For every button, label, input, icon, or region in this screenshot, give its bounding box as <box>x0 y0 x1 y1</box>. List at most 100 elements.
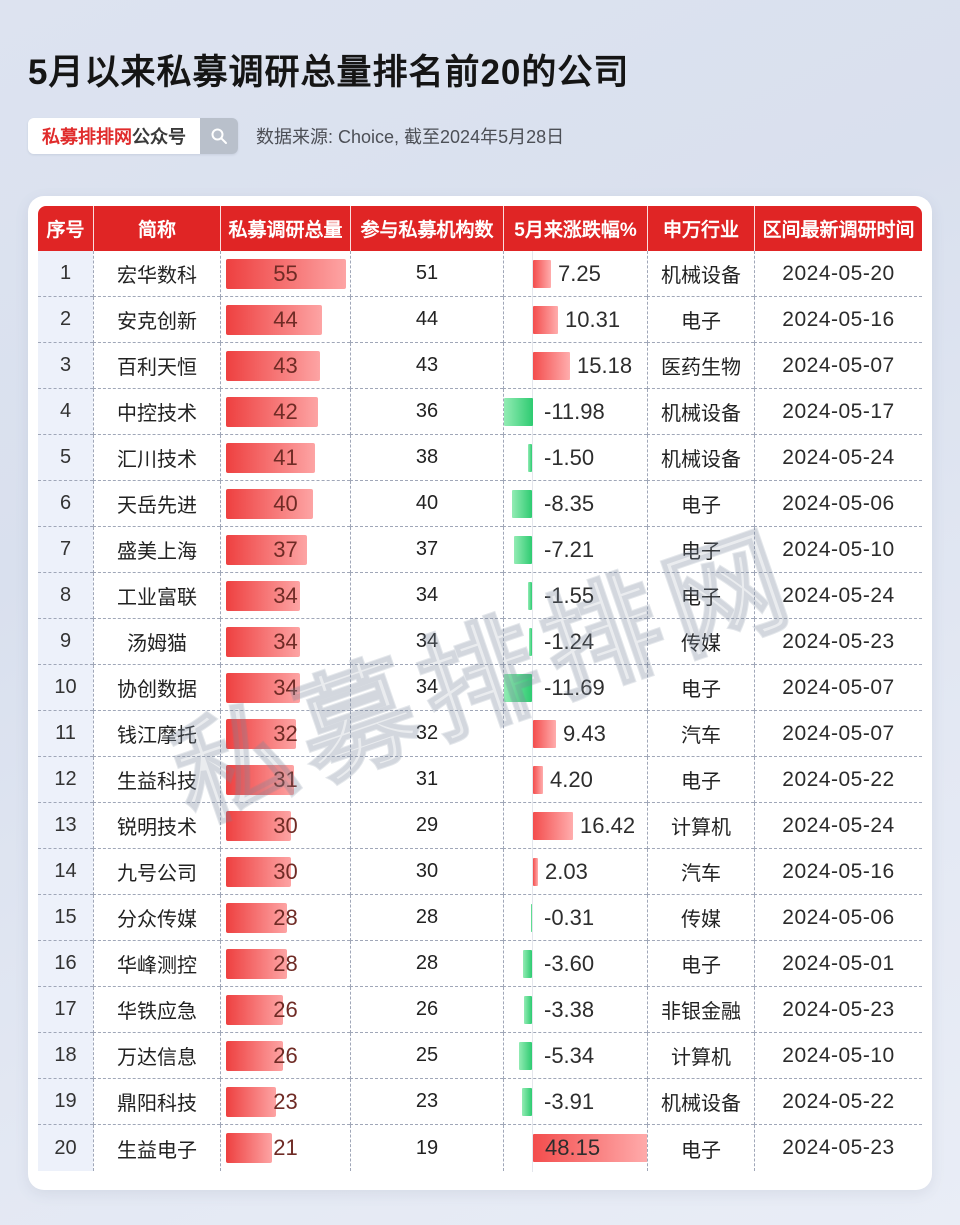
company-name-cell: 九号公司 <box>93 849 220 895</box>
org-count-cell: 29 <box>350 803 503 849</box>
pct-change-cell: 48.15 <box>503 1125 650 1172</box>
rank-cell: 15 <box>38 895 93 941</box>
research-volume-value: 28 <box>273 950 298 976</box>
latest-research-date-cell: 2024-05-22 <box>754 757 922 803</box>
company-name-cell: 生益科技 <box>93 757 220 803</box>
rank-cell: 2 <box>38 297 93 343</box>
pct-change-value: 7.25 <box>558 260 601 286</box>
org-count-cell: 31 <box>350 757 503 803</box>
rank-cell: 8 <box>38 573 93 619</box>
table-row: 10 协创数据 34 34 -11.69 电子 2024-05-07 <box>38 665 922 711</box>
industry-cell: 电子 <box>647 527 754 573</box>
company-name-cell: 中控技术 <box>93 389 220 435</box>
research-volume-cell: 37 <box>220 527 350 573</box>
org-count-cell: 32 <box>350 711 503 757</box>
pct-zero-axis <box>532 895 533 941</box>
research-volume-bar <box>226 995 283 1025</box>
research-volume-bar <box>226 765 294 795</box>
rank-cell: 19 <box>38 1079 93 1125</box>
column-header-4: 5月来涨跌幅% <box>503 206 647 251</box>
rank-cell: 7 <box>38 527 93 573</box>
pct-bar-negative <box>519 1042 532 1070</box>
pct-bar-negative <box>504 398 533 426</box>
industry-cell: 电子 <box>647 757 754 803</box>
pct-change-value: 4.20 <box>550 766 593 792</box>
table-body: 1 宏华数科 55 51 7.25 机械设备 2024-05-20 2 安克创新 44 44 10.3… <box>38 251 922 1172</box>
column-header-2: 私募调研总量 <box>220 206 350 251</box>
research-volume-bar <box>226 351 320 381</box>
search-icon <box>210 127 228 145</box>
pct-bar-negative <box>531 904 532 932</box>
column-header-0: 序号 <box>38 206 93 251</box>
research-volume-bar <box>226 581 300 611</box>
table-row: 18 万达信息 26 25 -5.34 计算机 2024-05-10 <box>38 1033 922 1079</box>
org-count-cell: 34 <box>350 619 503 665</box>
pct-change-value: -11.69 <box>544 674 605 700</box>
latest-research-date-cell: 2024-05-07 <box>754 665 922 711</box>
pct-bar-positive <box>533 766 543 794</box>
column-header-6: 区间最新调研时间 <box>754 206 922 251</box>
research-volume-value: 32 <box>273 720 298 746</box>
pct-change-cell: -11.98 <box>503 389 647 435</box>
research-volume-value: 23 <box>273 1088 298 1114</box>
pct-zero-axis <box>532 481 533 527</box>
table-row: 15 分众传媒 28 28 -0.31 传媒 2024-05-06 <box>38 895 922 941</box>
org-count-cell: 34 <box>350 665 503 711</box>
pct-bar-positive <box>533 720 556 748</box>
rank-cell: 6 <box>38 481 93 527</box>
rank-cell: 18 <box>38 1033 93 1079</box>
table-row: 6 天岳先进 40 40 -8.35 电子 2024-05-06 <box>38 481 922 527</box>
table-row: 14 九号公司 30 30 2.03 汽车 2024-05-16 <box>38 849 922 895</box>
research-volume-cell: 30 <box>220 803 350 849</box>
industry-cell: 机械设备 <box>647 435 754 481</box>
industry-cell: 传媒 <box>647 895 754 941</box>
rank-cell: 5 <box>38 435 93 481</box>
latest-research-date-cell: 2024-05-06 <box>754 895 922 941</box>
pct-change-cell: 15.18 <box>503 343 647 389</box>
pct-zero-axis <box>532 619 533 665</box>
pct-change-cell: -8.35 <box>503 481 647 527</box>
latest-research-date-cell: 2024-05-24 <box>754 435 922 481</box>
industry-cell: 机械设备 <box>647 1079 754 1125</box>
research-volume-value: 55 <box>273 260 298 286</box>
rank-cell: 10 <box>38 665 93 711</box>
table-row: 16 华峰测控 28 28 -3.60 电子 2024-05-01 <box>38 941 922 987</box>
research-volume-bar <box>226 857 291 887</box>
rank-cell: 14 <box>38 849 93 895</box>
pct-change-cell: -7.21 <box>503 527 647 573</box>
company-name-cell: 安克创新 <box>93 297 220 343</box>
pct-zero-axis <box>532 573 533 619</box>
subheader: 私募排排网 公众号 数据来源: Choice, 截至2024年5月28日 <box>28 118 564 154</box>
latest-research-date-cell: 2024-05-23 <box>754 987 922 1033</box>
pct-bar-positive <box>533 1134 650 1162</box>
column-header-5: 申万行业 <box>647 206 754 251</box>
company-name-cell: 华峰测控 <box>93 941 220 987</box>
latest-research-date-cell: 2024-05-01 <box>754 941 922 987</box>
latest-research-date-cell: 2024-05-24 <box>754 803 922 849</box>
pct-zero-axis <box>532 435 533 481</box>
research-volume-value: 26 <box>273 1042 298 1068</box>
company-name-cell: 天岳先进 <box>93 481 220 527</box>
research-volume-bar <box>226 489 313 519</box>
pct-bar-negative <box>528 444 532 472</box>
industry-cell: 传媒 <box>647 619 754 665</box>
pct-zero-axis <box>532 527 533 573</box>
org-count-cell: 26 <box>350 987 503 1033</box>
pct-change-cell: -1.24 <box>503 619 647 665</box>
pct-change-value: -1.24 <box>544 628 595 654</box>
company-name-cell: 宏华数科 <box>93 251 220 297</box>
table-row: 12 生益科技 31 31 4.20 电子 2024-05-22 <box>38 757 922 803</box>
industry-cell: 计算机 <box>647 1033 754 1079</box>
research-volume-value: 34 <box>273 582 298 608</box>
table-row: 4 中控技术 42 36 -11.98 机械设备 2024-05-17 <box>38 389 922 435</box>
latest-research-date-cell: 2024-05-10 <box>754 527 922 573</box>
table-header-row: 序号 简称 私募调研总量 参与私募机构数 5月来涨跌幅% 申万行业 区间最新调研时间 <box>38 206 922 251</box>
search-button[interactable] <box>200 118 238 154</box>
latest-research-date-cell: 2024-05-24 <box>754 573 922 619</box>
latest-research-date-cell: 2024-05-23 <box>754 1125 922 1171</box>
company-name-cell: 百利天恒 <box>93 343 220 389</box>
org-count-cell: 25 <box>350 1033 503 1079</box>
org-count-cell: 44 <box>350 297 503 343</box>
pct-change-cell: -0.31 <box>503 895 647 941</box>
pct-change-cell: -1.55 <box>503 573 647 619</box>
